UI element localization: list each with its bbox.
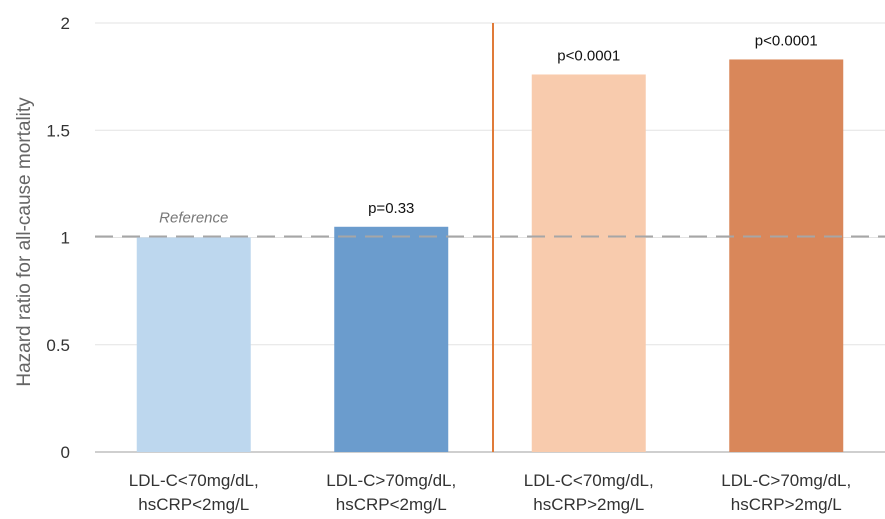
y-tick-label: 2 <box>61 14 70 33</box>
reference-label: Reference <box>159 210 228 227</box>
category-labels: LDL-C<70mg/dL, hsCRP<2mg/L LDL-C>70mg/dL, h… <box>129 471 851 514</box>
p-value-label: p<0.0001 <box>755 32 818 49</box>
y-tick-labels: 0 0.5 1 1.5 2 <box>46 14 70 462</box>
bar-value-labels: p=0.33 p<0.0001 p<0.0001 <box>368 32 818 216</box>
p-value-label: p=0.33 <box>368 200 414 217</box>
y-tick-label: 0 <box>61 443 70 462</box>
bar <box>729 59 844 453</box>
bar <box>136 237 251 452</box>
y-tick-label: 1.5 <box>46 121 70 140</box>
p-value-label: p<0.0001 <box>557 47 620 64</box>
reference-line: Reference <box>95 210 885 238</box>
category-label: LDL-C>70mg/dL, hsCRP<2mg/L <box>326 471 456 514</box>
y-tick-label: 1 <box>61 229 70 248</box>
category-label: LDL-C<70mg/dL, hsCRP<2mg/L <box>129 471 259 514</box>
category-label: LDL-C>70mg/dL, hsCRP>2mg/L <box>721 471 851 514</box>
bar <box>334 226 449 452</box>
category-label: LDL-C<70mg/dL, hsCRP>2mg/L <box>524 471 654 514</box>
y-tick-label: 0.5 <box>46 336 70 355</box>
bars <box>136 59 844 453</box>
y-axis-title: Hazard ratio for all-cause mortality <box>14 97 35 387</box>
bar <box>531 74 646 452</box>
